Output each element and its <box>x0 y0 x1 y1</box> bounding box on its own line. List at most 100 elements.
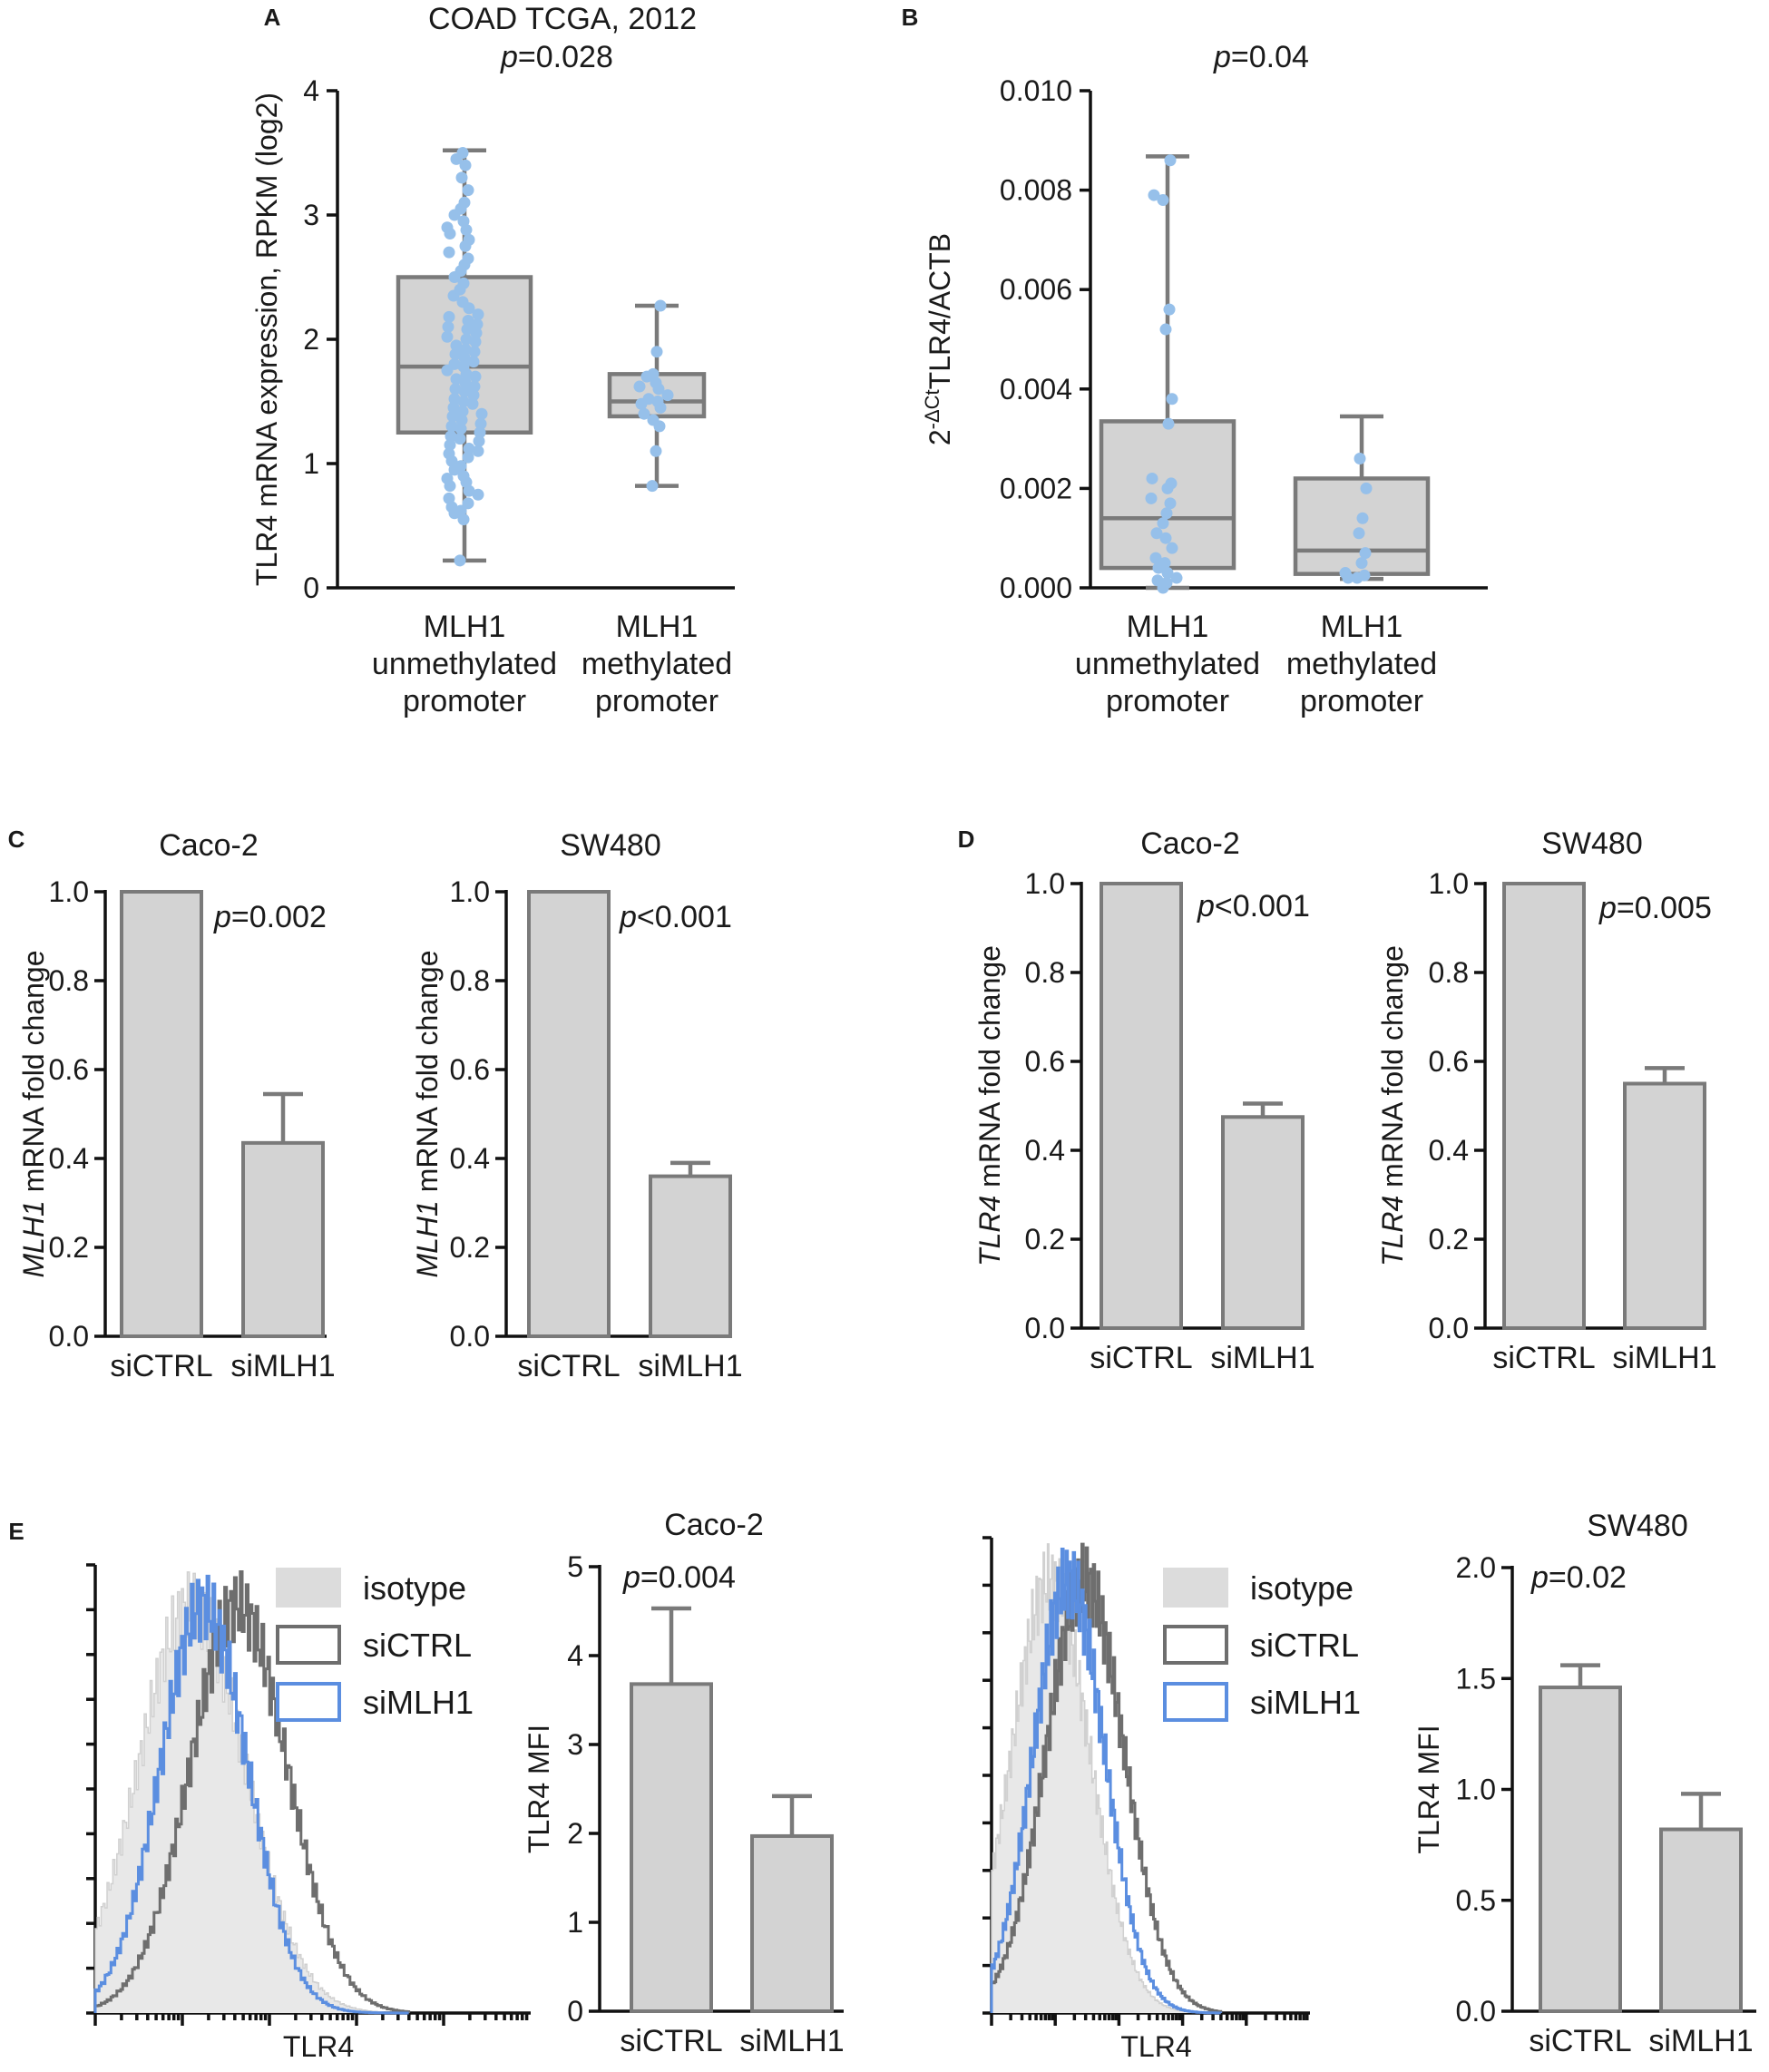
y-tick-label-A: 2 <box>303 323 319 356</box>
data-point-A <box>472 445 484 457</box>
legend-label-isotype-H2: isotype <box>1250 1569 1354 1607</box>
data-point-B <box>1164 497 1177 510</box>
bar-E2-siCTRL <box>1539 1686 1622 2014</box>
y-axis-title-C2-text: MLH1 mRNA fold change <box>411 950 444 1277</box>
y-axis-title-E1-text: TLR4 MFI <box>523 1725 555 1853</box>
data-point-B <box>1160 577 1173 590</box>
y-tick-label-E2: 0.0 <box>1456 1995 1496 2028</box>
y-axis-title-C2: MLH1 mRNA fold change <box>411 950 444 1277</box>
data-point-B <box>1339 567 1352 580</box>
y-tick-label-C2: 0.2 <box>450 1231 490 1264</box>
data-point-A <box>454 423 467 435</box>
y-tick-label-E1: 1 <box>567 1906 583 1939</box>
x-axis-title-H1: TLR4 <box>283 2030 354 2063</box>
category-label-E2: siMLH1 <box>1648 2024 1753 2058</box>
category-label-C2: siMLH1 <box>638 1349 742 1383</box>
data-point-A <box>463 443 475 455</box>
y-tick-label-B: 0.004 <box>1000 373 1072 406</box>
y-tick-label-D2: 1.0 <box>1429 867 1469 900</box>
category-label-A: methylated <box>582 647 732 681</box>
data-point-A <box>457 215 470 228</box>
y-tick-label-A: 1 <box>303 447 319 480</box>
data-point-B <box>1145 492 1158 504</box>
data-point-A <box>642 393 655 406</box>
category-label-B: unmethylated <box>1075 647 1260 681</box>
data-point-A <box>647 414 660 426</box>
y-axis-title-D1: TLR4 mRNA fold change <box>973 945 1006 1266</box>
category-label-B: MLH1 <box>1127 610 1209 644</box>
y-axis-title-D2: TLR4 mRNA fold change <box>1376 945 1409 1266</box>
data-point-B <box>1162 417 1175 430</box>
title-E1: Caco-2 <box>664 1508 764 1542</box>
panel-label-c: C <box>8 826 25 853</box>
data-point-A <box>650 445 662 457</box>
data-point-B <box>1170 572 1183 584</box>
category-label-A: promoter <box>595 684 718 718</box>
p-value-a: p=0.028 <box>500 40 613 74</box>
y-tick-label-E1: 2 <box>567 1817 583 1850</box>
data-point-A <box>459 159 472 171</box>
legend-label-siMLH1-H1: siMLH1 <box>363 1684 474 1721</box>
bar-D1-siMLH1 <box>1221 1115 1305 1330</box>
y-tick-label-B: 0.008 <box>1000 174 1072 207</box>
y-tick-label-B: 0.002 <box>1000 472 1072 504</box>
data-point-A <box>448 393 461 406</box>
title-D2: SW480 <box>1541 826 1643 861</box>
data-point-B <box>1146 472 1158 484</box>
histogram-siCTRL-H2 <box>990 1542 1223 2014</box>
legend-label-isotype-H1: isotype <box>363 1569 466 1607</box>
title-a: COAD TCGA, 2012 <box>428 2 697 36</box>
y-tick-label-B: 0.006 <box>1000 273 1072 306</box>
histogram-siMLH1-H2 <box>990 1548 1223 2015</box>
title-C1: Caco-2 <box>159 828 259 863</box>
data-point-A <box>458 386 471 398</box>
title-E2: SW480 <box>1587 1509 1688 1543</box>
p-value-D2: p=0.005 <box>1598 891 1712 925</box>
data-point-A <box>474 417 487 430</box>
y-axis-title-b: 2-ΔCtTLR4/ACTB <box>921 233 957 445</box>
y-tick-label-E1: 5 <box>567 1550 583 1583</box>
bar-C1-siMLH1 <box>241 1140 325 1338</box>
bar-C1-siCTRL <box>120 890 203 1338</box>
category-label-A: MLH1 <box>616 610 699 644</box>
y-axis-title-a: TLR4 mRNA expression, RPKM (log2) <box>250 93 283 586</box>
data-point-A <box>457 470 470 483</box>
legend-label-siMLH1-H2: siMLH1 <box>1250 1684 1361 1721</box>
y-tick-label-E1: 4 <box>567 1639 583 1672</box>
data-point-A <box>443 246 455 259</box>
y-axis-title-b-text: 2-ΔCtTLR4/ACTB <box>921 233 957 445</box>
data-point-A <box>459 376 472 389</box>
bar-E1-siCTRL <box>630 1682 713 2013</box>
data-point-B <box>1151 574 1164 587</box>
y-tick-label-C1: 0.4 <box>49 1142 89 1175</box>
data-point-B <box>1166 393 1178 406</box>
data-point-B <box>1157 517 1169 530</box>
legend-swatch-isotype-H2 <box>1163 1568 1228 1608</box>
y-tick-label-E1: 3 <box>567 1728 583 1761</box>
data-point-B <box>1150 527 1163 540</box>
data-point-A <box>468 346 481 358</box>
bar-C2-siMLH1 <box>649 1174 732 1338</box>
data-point-B <box>1355 557 1368 570</box>
category-label-C1: siMLH1 <box>230 1349 335 1383</box>
data-point-A <box>470 327 483 339</box>
data-point-A <box>460 333 473 346</box>
category-label-B: promoter <box>1106 684 1229 718</box>
y-tick-label-C1: 0.2 <box>49 1231 89 1264</box>
panel-label-a: A <box>264 4 281 31</box>
data-point-A <box>455 171 468 184</box>
legend-swatch-siCTRL-H1 <box>276 1625 341 1665</box>
data-point-B <box>1158 557 1171 570</box>
data-point-B <box>1353 527 1365 540</box>
data-point-A <box>449 383 462 396</box>
data-point-A <box>462 497 474 510</box>
data-point-A <box>461 323 474 336</box>
data-point-B <box>1360 482 1373 494</box>
data-point-A <box>647 367 660 380</box>
data-point-A <box>466 397 479 410</box>
data-point-B <box>1165 477 1178 490</box>
y-tick-label-C1: 0.6 <box>49 1053 89 1086</box>
y-tick-label-D2: 0.0 <box>1429 1312 1469 1344</box>
y-tick-label-A: 0 <box>303 572 319 604</box>
category-label-A: MLH1 <box>424 610 506 644</box>
